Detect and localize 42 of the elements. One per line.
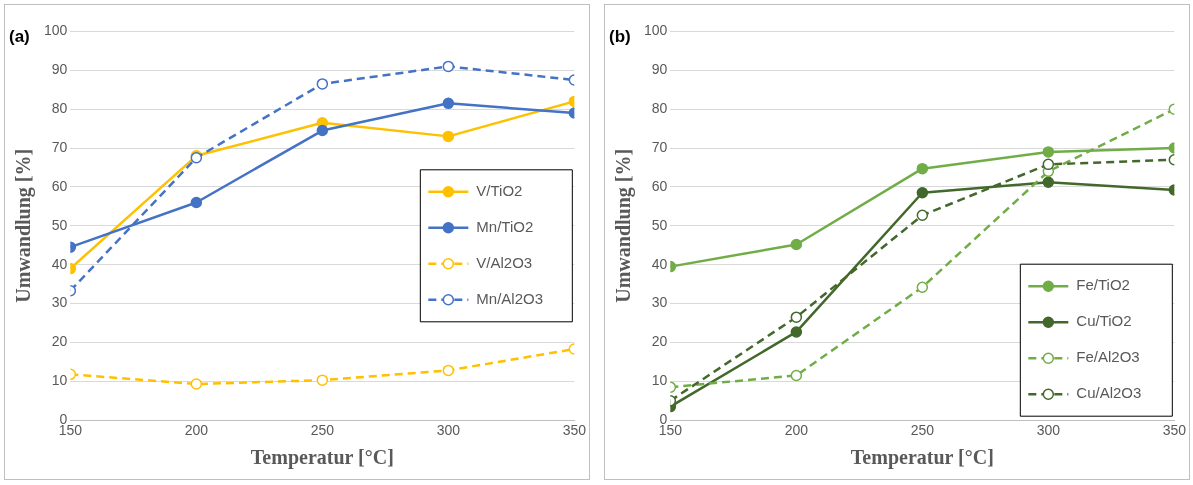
- y-axis-title: Umwandlung [%]: [612, 148, 636, 303]
- x-tick-label: 250: [310, 422, 335, 439]
- y-tick-label: 50: [51, 216, 68, 233]
- legend-label: Cu/Al2O3: [1076, 384, 1142, 402]
- y-tick-label: 20: [651, 333, 668, 350]
- x-tick-label: 350: [1162, 422, 1187, 439]
- legend-label: V/Al2O3: [476, 253, 533, 271]
- x-axis-title: Temperatur [°C]: [850, 446, 994, 470]
- y-tick-label: 90: [651, 61, 668, 78]
- y-tick-label: 100: [44, 22, 68, 39]
- x-tick-label: 200: [784, 422, 809, 439]
- legend-label: Fe/TiO2: [1076, 276, 1130, 294]
- chart-title: (a): [9, 26, 30, 46]
- y-tick-label: 70: [651, 138, 668, 155]
- y-tick-label: 100: [644, 22, 668, 39]
- y-tick-label: 10: [651, 372, 668, 389]
- y-tick-label: 50: [651, 216, 668, 233]
- legend-label: Mn/Al2O3: [476, 289, 544, 307]
- y-tick-label: 20: [51, 333, 68, 350]
- x-axis-title: Temperatur [°C]: [250, 446, 394, 470]
- y-tick-label: 10: [51, 372, 68, 389]
- x-tick-label: 200: [184, 422, 209, 439]
- y-tick-label: 40: [51, 255, 68, 272]
- y-tick-label: 30: [51, 294, 68, 311]
- legend-label: V/TiO2: [476, 181, 523, 199]
- y-tick-label: 30: [651, 294, 668, 311]
- y-tick-label: 60: [51, 177, 68, 194]
- legend-label: Cu/TiO2: [1076, 312, 1132, 330]
- x-tick-label: 250: [910, 422, 935, 439]
- y-tick-label: 80: [651, 100, 668, 117]
- x-tick-label: 300: [436, 422, 461, 439]
- y-tick-label: 90: [51, 61, 68, 78]
- legend-label: Mn/TiO2: [476, 217, 534, 235]
- y-tick-label: 70: [51, 138, 68, 155]
- y-axis-title: Umwandlung [%]: [12, 148, 36, 303]
- y-tick-label: 40: [651, 255, 668, 272]
- legend-label: Fe/Al2O3: [1076, 348, 1140, 366]
- x-tick-label: 350: [562, 422, 587, 439]
- y-tick-label: 80: [51, 100, 68, 117]
- x-tick-label: 300: [1036, 422, 1061, 439]
- y-tick-label: 60: [651, 177, 668, 194]
- chart-title: (b): [609, 26, 631, 46]
